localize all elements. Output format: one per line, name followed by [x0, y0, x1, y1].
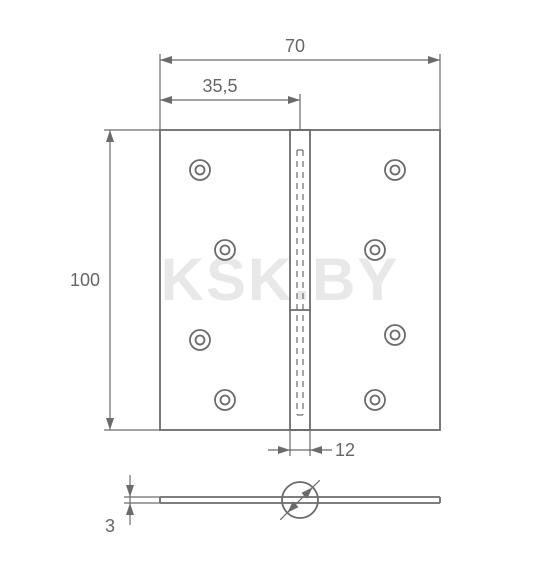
dim-half-width: 35,5	[202, 76, 237, 96]
screw-hole	[215, 390, 235, 410]
screw-hole	[365, 390, 385, 410]
screw-hole	[385, 325, 405, 345]
side-view	[160, 480, 440, 520]
dim-knuckle: 12	[335, 440, 355, 460]
watermark-text: KSK.BY	[161, 246, 400, 313]
screw-hole	[190, 160, 210, 180]
dim-total-width: 70	[285, 36, 305, 56]
screw-hole	[385, 160, 405, 180]
dim-thickness: 3	[105, 516, 115, 536]
dim-height: 100	[70, 270, 100, 290]
screw-hole	[190, 330, 210, 350]
